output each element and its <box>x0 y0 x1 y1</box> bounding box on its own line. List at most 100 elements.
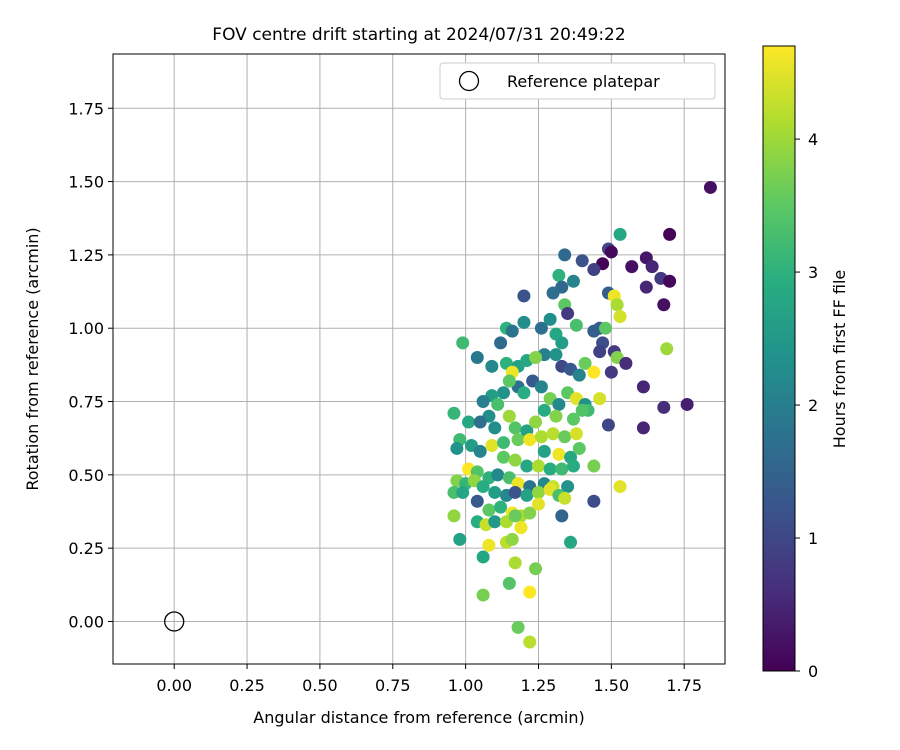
data-point <box>531 459 545 473</box>
data-point <box>613 227 627 241</box>
data-point <box>604 365 618 379</box>
data-point <box>660 342 674 356</box>
legend-label: Reference platepar <box>507 72 660 91</box>
chart-title: FOV centre drift starting at 2024/07/31 … <box>212 25 625 45</box>
data-point <box>680 397 694 411</box>
y-tick-label: 1.75 <box>68 99 104 118</box>
y-axis-ticks: 0.00 0.25 0.50 0.75 1.00 1.25 1.50 1.75 <box>68 99 113 631</box>
data-point <box>523 585 537 599</box>
data-point <box>502 374 516 388</box>
data-point <box>578 356 592 370</box>
data-point <box>520 459 534 473</box>
data-point <box>558 248 572 262</box>
data-point <box>569 427 583 441</box>
data-point <box>534 321 548 335</box>
data-point <box>657 298 671 312</box>
data-point <box>529 415 543 429</box>
x-tick-label: 0.75 <box>375 676 411 695</box>
data-point <box>566 274 580 288</box>
data-point <box>482 503 496 517</box>
data-point <box>587 459 601 473</box>
data-point <box>514 521 528 535</box>
data-point <box>473 444 487 458</box>
data-point <box>497 386 511 400</box>
colorbar: 0 1 2 3 4 Hours from first FF file <box>762 45 849 681</box>
data-point <box>663 227 677 241</box>
data-point <box>552 447 566 461</box>
y-axis-label: Rotation from reference (arcmin) <box>23 227 42 490</box>
data-point <box>488 515 502 529</box>
data-point <box>456 336 470 350</box>
data-point <box>494 336 508 350</box>
x-axis-label: Angular distance from reference (arcmin) <box>253 708 584 727</box>
y-tick-label: 1.00 <box>68 319 104 338</box>
data-point <box>534 430 548 444</box>
data-point <box>593 392 607 406</box>
data-point <box>508 453 522 467</box>
data-point <box>561 307 575 321</box>
x-tick-label: 1.00 <box>448 676 484 695</box>
data-point <box>543 312 557 326</box>
data-point <box>476 588 490 602</box>
data-point <box>601 418 615 432</box>
data-point <box>450 441 464 455</box>
data-point <box>517 315 531 329</box>
data-point <box>572 441 586 455</box>
data-point <box>552 268 566 282</box>
data-point <box>488 421 502 435</box>
data-point <box>517 289 531 303</box>
data-point <box>645 260 659 274</box>
data-point <box>663 274 677 288</box>
data-point <box>543 462 557 476</box>
x-tick-label: 0.50 <box>302 676 338 695</box>
colorbar-tick-label: 3 <box>808 263 818 282</box>
colorbar-tick-label: 4 <box>808 130 818 149</box>
colorbar-tick-label: 1 <box>808 529 818 548</box>
data-point <box>511 620 525 634</box>
x-tick-label: 1.50 <box>594 676 630 695</box>
data-point <box>619 356 633 370</box>
data-point <box>604 245 618 259</box>
data-point <box>636 380 650 394</box>
y-tick-label: 0.50 <box>68 466 104 485</box>
data-point <box>555 462 569 476</box>
data-point <box>558 430 572 444</box>
data-point <box>447 406 461 420</box>
data-point <box>566 459 580 473</box>
data-point <box>508 556 522 570</box>
data-point <box>555 336 569 350</box>
data-point <box>569 318 583 332</box>
data-point <box>523 506 537 520</box>
data-point <box>703 180 717 194</box>
data-point <box>517 386 531 400</box>
data-point <box>549 348 563 362</box>
colorbar-tick-label: 0 <box>808 662 818 681</box>
data-point <box>575 403 589 417</box>
data-point <box>549 409 563 423</box>
data-point <box>639 280 653 294</box>
data-point <box>462 415 476 429</box>
data-point <box>534 380 548 394</box>
y-tick-label: 0.75 <box>68 393 104 412</box>
data-point <box>520 488 534 502</box>
data-point <box>502 409 516 423</box>
data-point <box>546 427 560 441</box>
data-point <box>657 400 671 414</box>
data-point <box>447 509 461 523</box>
data-point <box>502 576 516 590</box>
y-tick-label: 1.50 <box>68 173 104 192</box>
legend-marker <box>458 70 480 92</box>
plot-area <box>112 53 726 665</box>
data-point <box>470 494 484 508</box>
x-axis-ticks: 0.00 0.25 0.50 0.75 1.00 1.25 1.50 1.75 <box>156 664 702 695</box>
x-tick-label: 1.25 <box>521 676 557 695</box>
data-points <box>447 180 717 649</box>
y-tick-label: 0.00 <box>68 612 104 631</box>
data-point <box>508 485 522 499</box>
data-point <box>555 280 569 294</box>
data-point <box>485 359 499 373</box>
data-point <box>508 509 522 523</box>
legend: Reference platepar <box>439 62 716 100</box>
data-point <box>613 480 627 494</box>
data-point <box>473 415 487 429</box>
